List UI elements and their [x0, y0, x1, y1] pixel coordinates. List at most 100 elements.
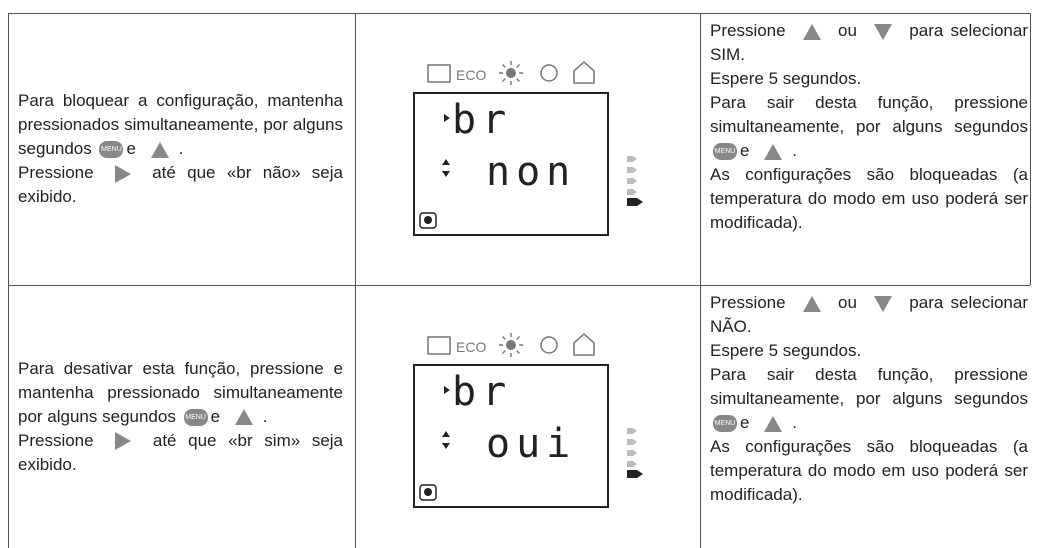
paragraph: Para sair desta função, pressione simult…	[710, 363, 1028, 435]
display: ECO br non	[413, 60, 643, 236]
paragraph: Para desativar esta função, pres­sione e…	[18, 357, 343, 429]
menu-icon: MENU	[713, 415, 737, 433]
level	[627, 439, 637, 445]
lock-dot	[424, 216, 432, 224]
eco-label: ECO	[456, 67, 486, 83]
rule	[355, 13, 356, 548]
instructions-body: Para bloquear a configuração, mantenha p…	[18, 89, 343, 209]
line2: oui	[486, 421, 576, 467]
paragraph: Para bloquear a configuração, mantenha p…	[18, 89, 343, 161]
text: até que «br não» seja exibido.	[18, 163, 343, 206]
text: para selecionar NÃO.	[710, 293, 1028, 336]
clock-icon	[540, 336, 558, 354]
lock-icon	[419, 484, 437, 501]
lock-icon	[419, 212, 437, 229]
steps: Pressione ou para selecionar NÃO. Espere …	[710, 291, 1028, 507]
text: para selecionar SIM.	[710, 21, 1028, 64]
menu-icon: MENU	[713, 143, 737, 161]
menu-icon: MENU	[99, 141, 124, 159]
suitcase-icon	[427, 64, 451, 83]
text: .	[792, 413, 797, 432]
level	[627, 428, 637, 434]
home-icon	[573, 60, 595, 84]
text: ou	[830, 21, 865, 40]
updown	[442, 159, 450, 177]
line1: br	[452, 369, 512, 415]
level-active	[627, 470, 643, 478]
arrow-icon	[874, 295, 893, 312]
arrow-icon	[150, 141, 169, 158]
instructions: Para bloquear a configuração, mantenha p…	[18, 13, 343, 285]
level	[627, 450, 637, 456]
paragraph: Espere 5 segundos.	[710, 339, 1028, 363]
arrow-icon	[874, 23, 893, 40]
level-active	[627, 198, 643, 206]
cursor	[444, 386, 450, 394]
clock-icon	[540, 64, 558, 82]
text: e	[740, 141, 755, 160]
level	[627, 167, 637, 173]
rule	[1030, 13, 1031, 285]
sun-ray	[501, 78, 506, 83]
arrow-icon	[114, 164, 131, 183]
line1: br	[452, 97, 512, 143]
text: Pressione	[710, 21, 793, 40]
text: Para sair desta função, pressione simult…	[710, 93, 1028, 136]
text: e	[210, 406, 225, 426]
arrow-icon	[234, 409, 253, 426]
sun-ray	[501, 63, 506, 68]
rule	[8, 13, 9, 548]
text: Espere 5 segundos.	[710, 69, 862, 88]
rule	[8, 13, 1030, 14]
level	[627, 461, 637, 467]
eco-label: ECO	[456, 339, 486, 355]
text: Para bloquear a configuração, mantenha p…	[18, 91, 343, 158]
instructions: Para desativar esta função, pres­sione e…	[18, 285, 343, 548]
text: Espere 5 segundos.	[710, 341, 862, 360]
paragraph: Para sair desta função, pressione simult…	[710, 91, 1028, 163]
sun-ray	[516, 78, 521, 83]
arrow-icon	[115, 432, 132, 451]
cursor	[444, 114, 450, 122]
text: ou	[830, 293, 865, 312]
text: .	[178, 139, 184, 158]
level	[627, 156, 637, 162]
rule	[8, 285, 1030, 286]
sun-ray	[516, 350, 521, 355]
sun-icon	[506, 340, 516, 350]
text: Para sair desta função, pressione simult…	[710, 365, 1028, 408]
sun-ray	[516, 335, 521, 340]
text: .	[262, 406, 268, 426]
paragraph: Pressione ou para selecionar SIM.	[710, 19, 1028, 67]
sun-icon	[506, 68, 516, 78]
paragraph: As configurações são bloqueadas (a tempe…	[710, 163, 1028, 235]
text: Pressione	[18, 430, 106, 450]
text: e	[126, 139, 141, 158]
paragraph: Espere 5 segundos.	[710, 67, 1028, 91]
level	[627, 178, 637, 184]
text: As configurações são bloqueadas (a tempe…	[710, 165, 1028, 232]
home-icon	[573, 332, 595, 356]
line2: non	[486, 149, 576, 195]
text: As configurações são bloqueadas (a tempe…	[710, 437, 1028, 504]
text: Para desativar esta função, pres­sione e…	[18, 358, 343, 426]
lock-dot	[424, 488, 432, 496]
text: até que «br sim» seja exibido.	[18, 430, 344, 474]
sun-ray	[501, 350, 506, 355]
updown	[442, 431, 450, 449]
steps: Pressione ou para selecionar SIM. Espere …	[710, 19, 1028, 235]
paragraph: Pressione ou para selecionar NÃO.	[710, 291, 1028, 339]
arrow-icon	[764, 143, 783, 160]
rule	[700, 13, 701, 548]
paragraph: Pressione até que «br sim» seja exibido.	[18, 429, 343, 477]
text: Pressione	[710, 293, 793, 312]
text: e	[740, 413, 755, 432]
arrow-icon	[802, 295, 821, 312]
menu-icon: MENU	[183, 408, 208, 426]
arrow-icon	[764, 415, 783, 432]
sun-ray	[516, 63, 521, 68]
paragraph: Pressione até que «br não» seja exibido.	[18, 161, 343, 209]
text: Pressione	[18, 163, 105, 182]
arrow-icon	[802, 23, 821, 40]
